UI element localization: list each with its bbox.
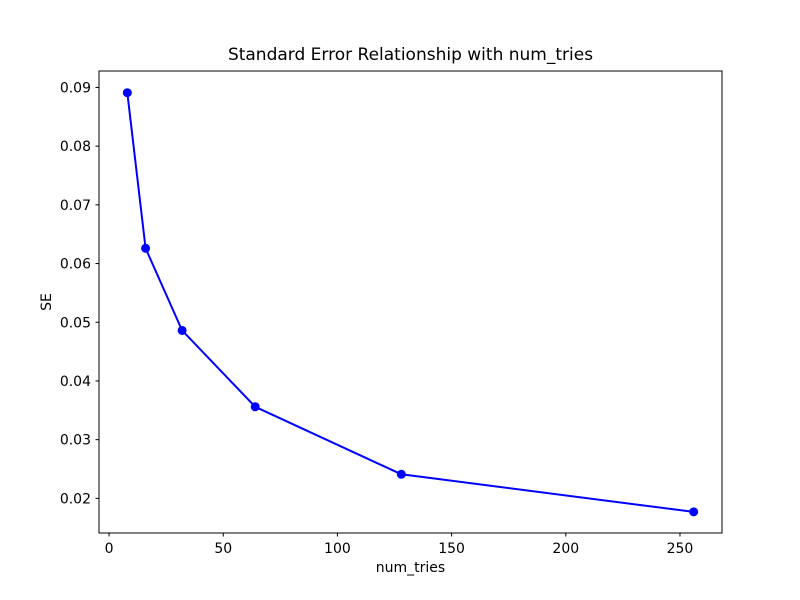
y-tick-label: 0.09	[60, 80, 91, 96]
data-point-marker	[122, 88, 132, 98]
x-tick-label: 200	[552, 541, 579, 557]
x-tick-label: 0	[105, 541, 114, 557]
chart-title: Standard Error Relationship with num_tri…	[227, 45, 594, 65]
y-tick-label: 0.06	[60, 257, 91, 273]
y-tick-label: 0.07	[60, 198, 91, 214]
y-tick-label: 0.05	[60, 315, 91, 331]
y-tick-label: 0.08	[60, 139, 91, 155]
data-line	[126, 91, 695, 513]
data-point-marker	[177, 325, 187, 335]
data-point-marker	[396, 469, 406, 479]
x-tick-label: 250	[667, 541, 694, 557]
x-axis-label: num_tries	[375, 560, 446, 576]
x-tick-label: 150	[438, 541, 465, 557]
x-tick-label: 50	[214, 541, 232, 557]
y-tick-label: 0.03	[60, 433, 91, 449]
data-point-marker	[689, 507, 699, 517]
x-tick-label: 100	[324, 541, 351, 557]
y-tick-label: 0.02	[60, 491, 91, 507]
data-point-marker	[141, 243, 151, 253]
data-point-marker	[250, 402, 260, 412]
y-tick-label: 0.04	[60, 374, 91, 390]
plot-border	[98, 70, 723, 534]
